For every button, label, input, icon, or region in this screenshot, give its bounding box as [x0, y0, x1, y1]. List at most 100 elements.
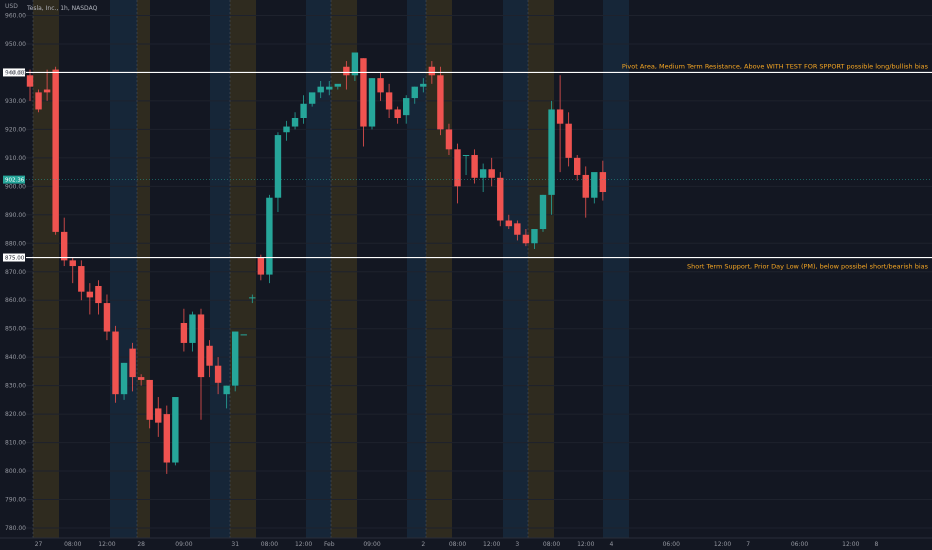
candle-body — [308, 92, 316, 104]
session-band — [331, 0, 357, 538]
x-tick-label: 12:00 — [714, 541, 731, 548]
level-price-tag — [3, 68, 25, 77]
candle — [420, 78, 427, 93]
candle — [445, 123, 453, 156]
y-tick-label: 910.00 — [5, 155, 26, 162]
candle-body — [574, 157, 581, 175]
candle — [462, 155, 470, 175]
y-tick-label: 930.00 — [5, 98, 26, 105]
candle — [69, 257, 76, 284]
candle-body — [514, 223, 521, 235]
candle — [497, 172, 504, 227]
candle — [531, 229, 538, 249]
candle-body — [52, 69, 59, 232]
candle-body — [78, 266, 85, 292]
candle — [120, 362, 128, 400]
candle-body — [249, 297, 256, 299]
candle-body — [120, 362, 128, 395]
symbol-title: Tesla, Inc., 1h, NASDAQ — [26, 5, 98, 12]
candle-body — [86, 291, 94, 298]
candles — [26, 52, 607, 474]
y-tick-label: 840.00 — [5, 354, 26, 361]
y-tick-label: 870.00 — [5, 269, 26, 276]
candle — [232, 331, 239, 392]
candle-body — [522, 234, 530, 244]
candle-body — [539, 194, 547, 230]
candle-body — [368, 78, 376, 127]
candle — [514, 220, 521, 241]
candle-body — [197, 314, 205, 378]
candle — [214, 357, 222, 395]
candle — [95, 280, 102, 315]
candle-body — [479, 169, 487, 178]
price-axis[interactable]: 960.00 950.00 940.00 930.00 920.00 910.00 900.… — [3, 13, 932, 533]
candle — [146, 379, 153, 429]
y-tick-label: 890.00 — [5, 212, 26, 219]
x-tick-label: 12:00 — [577, 541, 594, 548]
session-band — [528, 0, 554, 538]
candle-body — [326, 86, 333, 90]
last-price-label: 902.36 — [5, 178, 25, 184]
candle-body — [505, 220, 512, 227]
candle — [351, 52, 359, 81]
candle-body — [300, 103, 307, 118]
candle — [240, 334, 247, 336]
y-tick-label: 860.00 — [5, 297, 26, 304]
y-tick-label: 950.00 — [5, 41, 26, 48]
y-tick-label: 810.00 — [5, 440, 26, 447]
candle-body — [189, 314, 196, 343]
candle — [206, 340, 213, 378]
candle-body — [394, 109, 401, 118]
candle-body — [420, 83, 427, 87]
x-tick-label: 06:00 — [791, 541, 808, 548]
candle — [43, 69, 51, 101]
candle — [197, 308, 205, 420]
session-band — [603, 0, 629, 538]
x-tick-label: 12:00 — [98, 541, 115, 548]
candle-body — [172, 397, 179, 463]
candle-body — [283, 126, 290, 133]
y-tick-label: 880.00 — [5, 240, 26, 247]
currency-label: USD — [5, 3, 18, 10]
session-band — [210, 0, 230, 538]
candle-body — [488, 169, 495, 178]
candle — [112, 325, 119, 403]
candle — [257, 254, 265, 281]
horizontal-levels[interactable]: 940.00 Pivot Area, Medium Term Resistance… — [3, 62, 932, 271]
candle — [556, 75, 564, 173]
candle-body — [565, 123, 572, 158]
candle — [300, 95, 307, 124]
candle-body — [214, 365, 222, 383]
candle-body — [411, 86, 418, 99]
candle — [411, 86, 418, 104]
candle-body — [274, 135, 282, 198]
candle — [565, 112, 572, 167]
y-tick-label: 940.00 — [5, 69, 26, 76]
candle — [385, 83, 393, 118]
level-price-label: 875.00 — [5, 256, 25, 262]
candle — [394, 106, 401, 124]
candle-body — [497, 177, 504, 221]
y-tick-label: 790.00 — [5, 497, 26, 504]
time-axis[interactable]: 27 08:00 12:00 28 09:00 31 08:00 12:00 Feb 09:00 2… — [35, 541, 879, 548]
y-tick-label: 920.00 — [5, 126, 26, 133]
candle-body — [146, 379, 153, 420]
candle-body — [317, 86, 324, 93]
x-tick-label: 2 — [421, 541, 425, 548]
candle — [454, 143, 461, 204]
candle — [35, 89, 42, 113]
candle-body — [61, 231, 68, 261]
candle-body — [129, 348, 136, 378]
candle-body — [343, 66, 350, 76]
x-tick-label: 31 — [231, 541, 239, 548]
candle — [172, 397, 179, 466]
candle-body — [163, 414, 170, 463]
candle — [249, 294, 256, 304]
x-tick-label: Feb — [324, 541, 335, 548]
candle — [223, 385, 230, 409]
candle — [334, 83, 341, 90]
candle — [548, 100, 555, 215]
candle — [283, 120, 290, 141]
x-tick-label: 09:00 — [175, 541, 192, 548]
